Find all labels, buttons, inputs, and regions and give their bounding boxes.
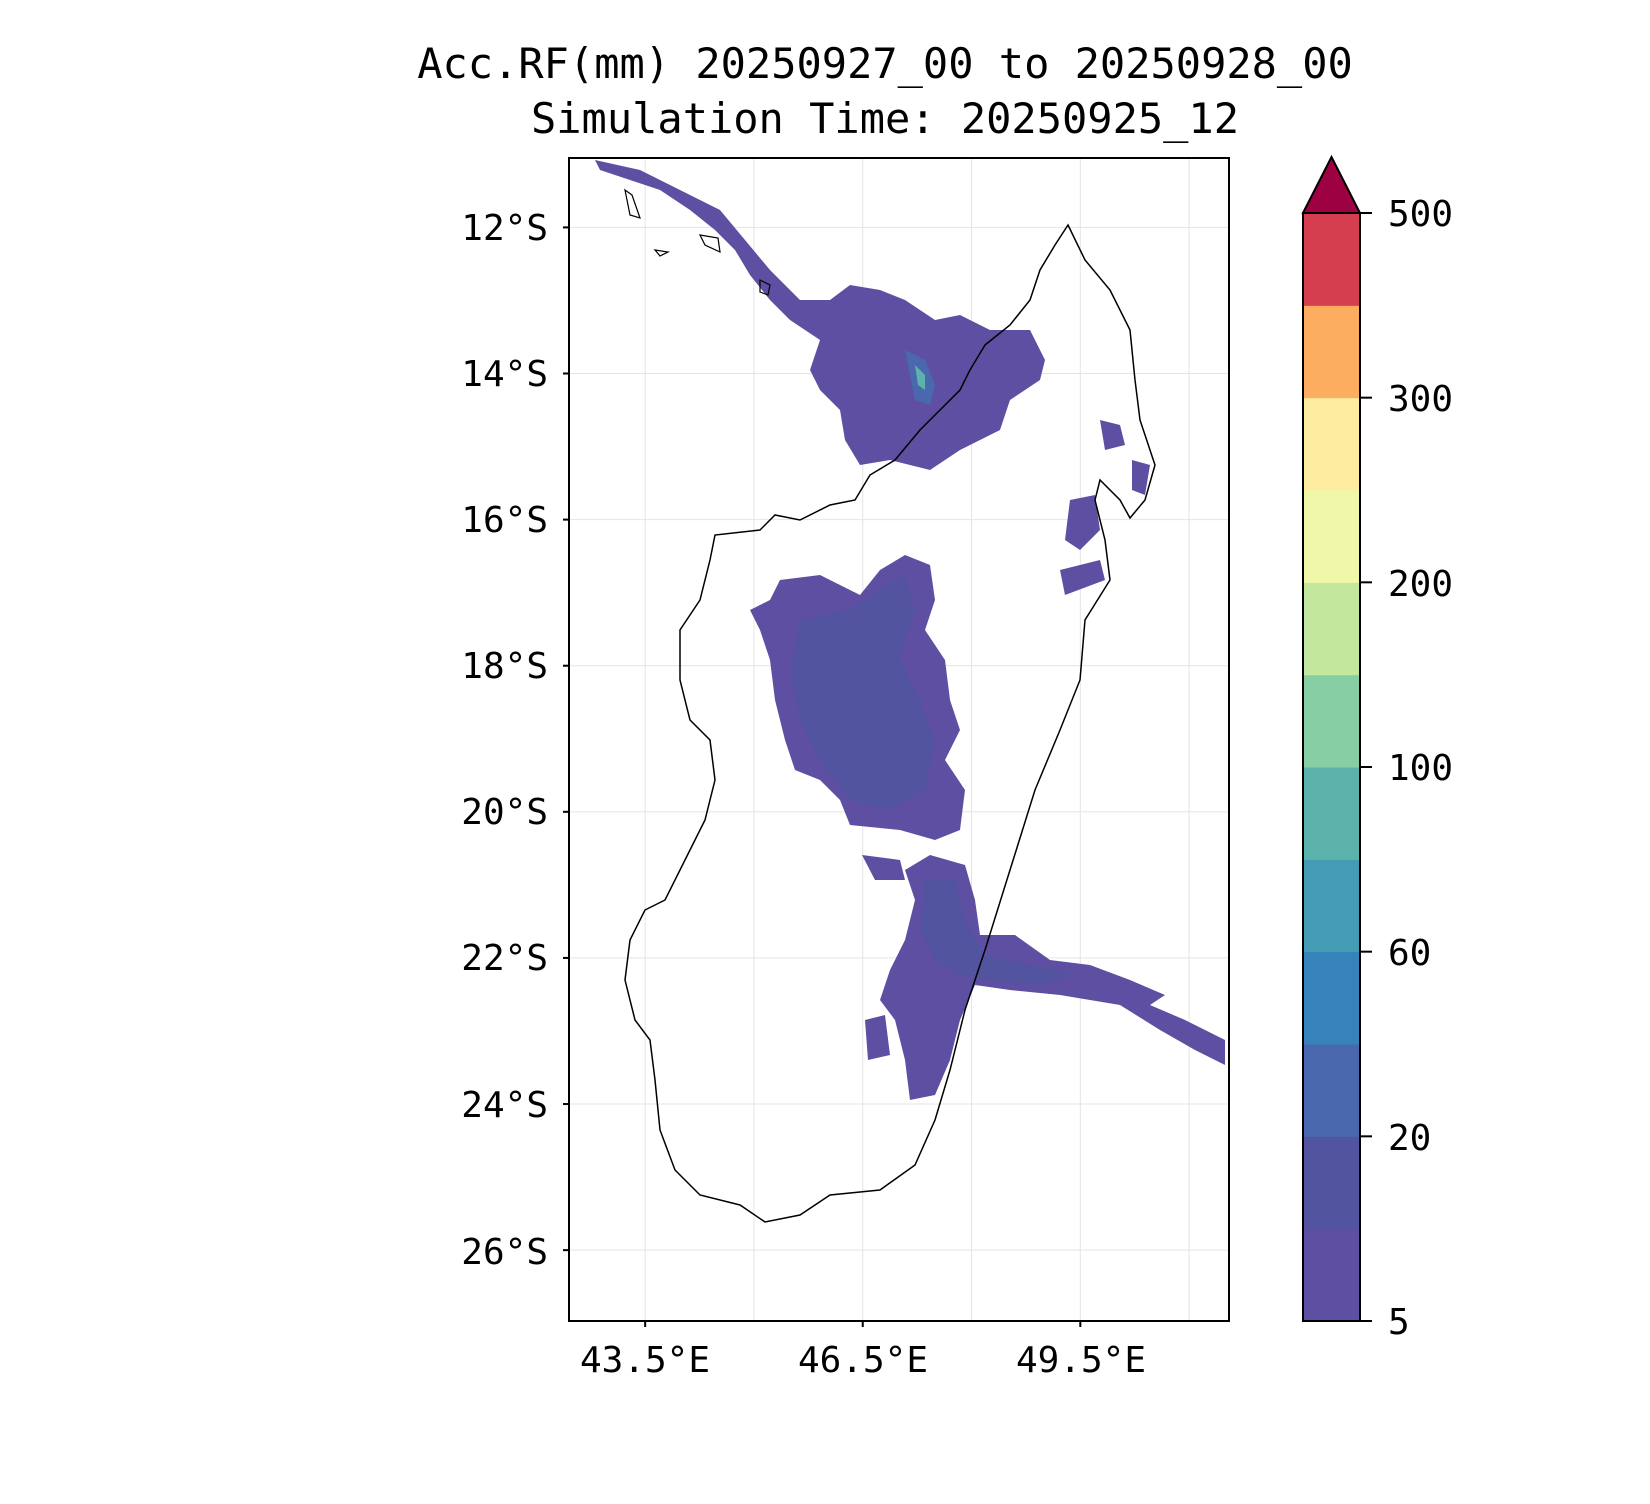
x-tick-label: 43.5°E [580,1340,710,1381]
x-axis: 43.5°E 46.5°E 49.5°E [580,1340,1146,1381]
y-axis: 12°S 14°S 16°S 18°S 20°S 22°S 24°S 26°S [461,208,548,1273]
colorbar-bin [1303,1044,1360,1137]
y-tick-label: 24°S [461,1085,548,1126]
colorbar-bin [1303,582,1360,676]
colorbar-tick-label: 60 [1388,933,1431,974]
x-tick-label: 46.5°E [798,1340,928,1381]
colorbar-tick-label: 5 [1388,1302,1410,1343]
madagascar-coastline [624,223,1156,1223]
rainfall-fields [595,160,1225,1100]
colorbar-bin [1303,767,1360,860]
y-tick-label: 14°S [461,354,548,395]
y-tick-label: 22°S [461,938,548,979]
rain-area-north [595,160,1045,470]
title-line-2: Simulation Time: 20250925_12 [531,94,1239,143]
map-frame [568,157,1230,1322]
colorbar-labels: 5 20 60 100 200 300 500 [1388,194,1453,1343]
rain-area-south-inner [920,880,1075,985]
colorbar-tick-label: 200 [1388,564,1453,605]
colorbar-tick-label: 100 [1388,748,1453,789]
colorbar-bin [1303,1228,1360,1322]
colorbar-bin [1303,674,1360,768]
comoros-islands [624,188,771,296]
y-tick-label: 26°S [461,1232,548,1273]
y-tick-label: 12°S [461,208,548,249]
colorbar-bin [1303,490,1360,583]
colorbar-bin [1303,305,1360,399]
colorbar-tick-label: 300 [1388,379,1453,420]
y-tick-label: 18°S [461,646,548,687]
colorbar-tick-label: 500 [1388,194,1453,235]
colorbar-tick-label: 20 [1388,1118,1431,1159]
x-tick-label: 49.5°E [1016,1340,1146,1381]
rain-area-north-peak [915,365,925,390]
y-tick-label: 20°S [461,792,548,833]
colorbar-bin [1303,1136,1360,1230]
y-tick-label: 16°S [461,500,548,541]
rain-area-central-inner [790,575,935,810]
rain-area-east [862,420,1150,1060]
colorbar [1301,154,1372,1322]
colorbar-bin [1303,397,1360,491]
colorbar-bin [1303,859,1360,953]
title-line-1: Acc.RF(mm) 20250927_00 to 20250928_00 [417,39,1353,88]
colorbar-bin [1303,213,1360,306]
colorbar-extend-arrow [1301,154,1362,214]
colorbar-bin [1303,951,1360,1045]
